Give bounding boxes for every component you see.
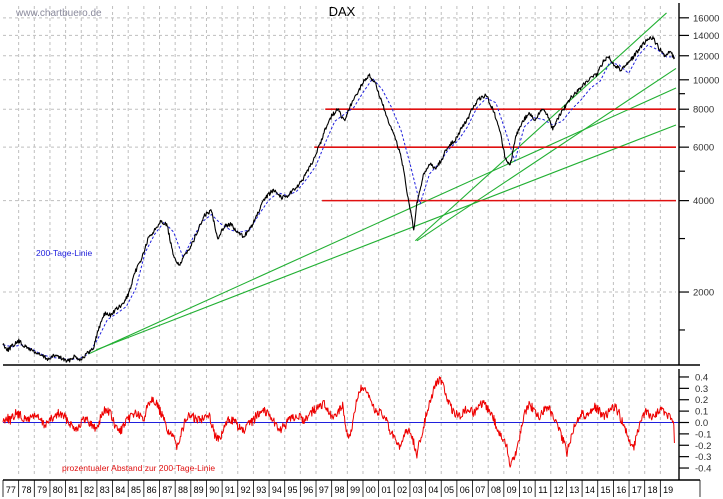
year-tick-label: 82	[84, 485, 94, 495]
resistance-lines-group	[314, 108, 676, 202]
dax-price-line	[2, 36, 675, 363]
trend-line	[416, 67, 677, 242]
price-tick-label: 4000	[693, 196, 714, 207]
moving-average-annotation: 200-Tage-Linie	[36, 248, 93, 258]
page-title: DAX	[329, 4, 356, 19]
year-tick-label: 02	[397, 485, 407, 495]
year-tick-label: 86	[147, 485, 157, 495]
year-tick-label: 89	[194, 485, 204, 495]
year-tick-label: 14	[585, 485, 595, 495]
year-tick-label: 99	[350, 485, 360, 495]
year-tick-label: 85	[131, 485, 141, 495]
oscillator-annotation: prozentualer Abstand zur 200-Tage-Linie	[62, 463, 215, 473]
year-axis: 77 78 79 80 81 82 83 84 85 86 87 88 89 90 91 92 93 94 95 96…	[2, 479, 701, 497]
year-tick-label: 11	[538, 485, 547, 495]
watermark-label: www.chartbuero.de	[15, 8, 102, 19]
year-tick-label: 78	[21, 485, 31, 495]
year-tick-label: 91	[225, 485, 235, 495]
year-tick-label: 81	[68, 485, 78, 495]
price-axis: 16000 14000 12000 10000 8000 6000 4000 2000	[678, 3, 719, 365]
year-tick-label: 17	[632, 485, 642, 495]
year-tick-label: 83	[100, 485, 110, 495]
oscillator-tick-label: -0.2	[695, 441, 711, 452]
oscillator-tick-label: -0.4	[695, 464, 711, 475]
year-tick-label: 77	[6, 485, 16, 495]
oscillator-tick-label: 0.3	[695, 384, 708, 395]
oscillator-tick-label: 0.1	[695, 407, 708, 418]
trend-line	[88, 87, 677, 355]
oscillator-tick-label: -0.1	[695, 429, 711, 440]
oscillator-tick-label: 0.2	[695, 395, 708, 406]
year-tick-label: 12	[554, 485, 564, 495]
year-tick-label: 16	[616, 485, 626, 495]
year-tick-label: 05	[444, 485, 454, 495]
trend-line	[414, 12, 667, 242]
year-tick-label: 84	[115, 485, 125, 495]
oscillator-tick-label: 0.4	[695, 372, 708, 383]
year-tick-label: 96	[303, 485, 313, 495]
year-tick-label: 04	[428, 485, 438, 495]
oscillator-tick-label: -0.3	[695, 452, 711, 463]
year-tick-label: 87	[162, 485, 172, 495]
year-tick-label: 09	[507, 485, 517, 495]
price-tick-label: 2000	[693, 288, 714, 299]
trend-line	[96, 124, 677, 351]
price-tick-label: 16000	[693, 13, 719, 24]
year-tick-label: 13	[569, 485, 579, 495]
year-tick-label: 97	[319, 485, 329, 495]
moving-average-200-line	[2, 44, 675, 360]
year-tick-label: 07	[475, 485, 485, 495]
year-tick-label: 03	[413, 485, 423, 495]
year-tick-label: 93	[256, 485, 266, 495]
oscillator-line	[2, 376, 675, 468]
price-tick-label: 12000	[693, 51, 719, 62]
year-tick-label: 15	[601, 485, 611, 495]
price-tick-label: 10000	[693, 75, 719, 86]
year-tick-label: 18	[648, 485, 658, 495]
year-tick-label: 79	[37, 485, 47, 495]
year-tick-label: 19	[663, 485, 673, 495]
price-tick-label: 8000	[693, 105, 714, 116]
year-tick-label: 95	[288, 485, 298, 495]
year-tick-label: 10	[522, 485, 532, 495]
year-tick-label: 80	[53, 485, 63, 495]
year-tick-label: 94	[272, 485, 282, 495]
year-tick-label: 98	[334, 485, 344, 495]
year-tick-label: 01	[381, 485, 391, 495]
year-tick-label: 88	[178, 485, 188, 495]
price-tick-label: 14000	[693, 31, 719, 42]
horizontal-gridlines	[3, 17, 676, 293]
trend-lines-group	[88, 12, 677, 355]
year-tick-label: 08	[491, 485, 501, 495]
oscillator-tick-label: 0.0	[695, 418, 708, 429]
year-tick-label: 06	[460, 485, 470, 495]
year-tick-label: 92	[241, 485, 251, 495]
year-tick-label: 00	[366, 485, 376, 495]
oscillator-axis: 0.40.30.20.10.0-0.1-0.2-0.3-0.4	[678, 369, 711, 480]
year-tick-label: 90	[209, 485, 219, 495]
price-tick-label: 6000	[693, 143, 714, 154]
